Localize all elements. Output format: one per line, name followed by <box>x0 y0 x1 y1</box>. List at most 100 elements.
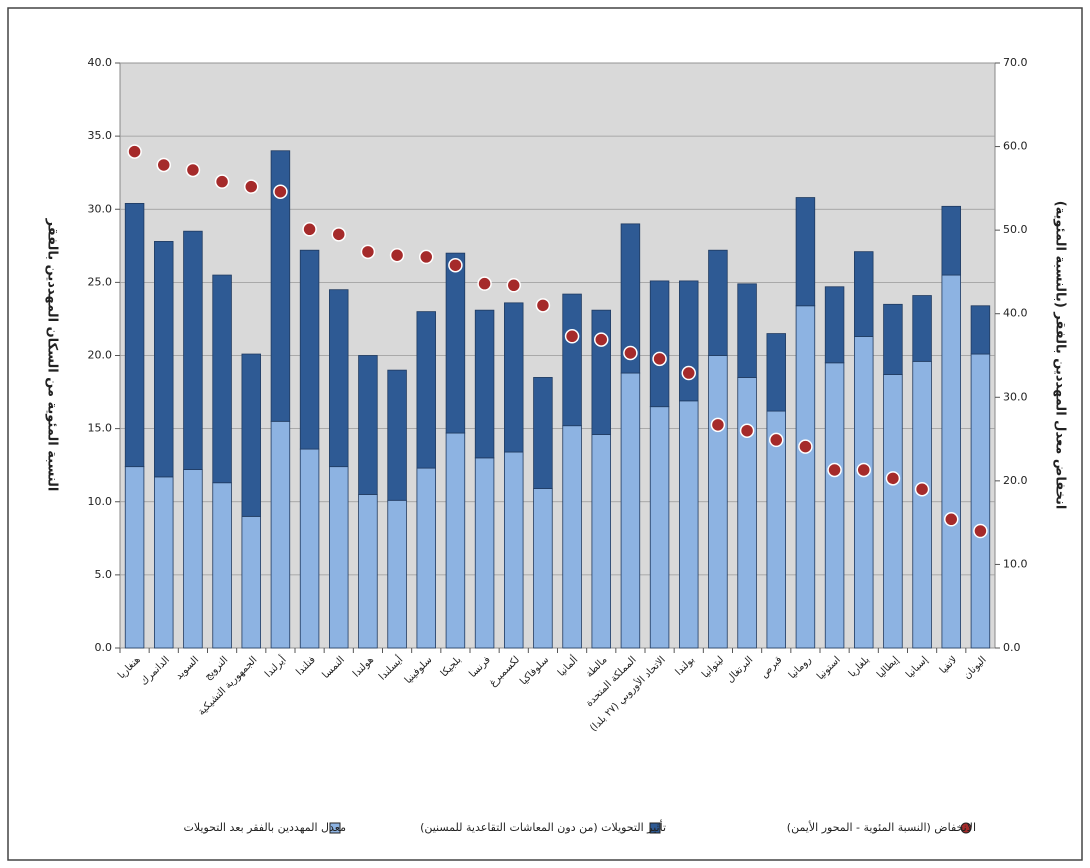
bar <box>183 469 203 649</box>
bar <box>649 280 670 408</box>
y2-tick-label: 10.0 <box>1003 557 1028 570</box>
y-tick-label: 0.0 <box>95 641 113 654</box>
y-tick-label: 20.0 <box>88 349 113 362</box>
legend-label: الانخفاض (النسبة المئوية - المحور الأيمن… <box>787 820 976 834</box>
bar <box>854 251 874 337</box>
bar <box>504 451 524 649</box>
bar <box>533 377 553 489</box>
marker <box>827 462 842 478</box>
marker <box>739 423 755 438</box>
bar <box>270 420 291 649</box>
bar <box>416 311 436 469</box>
y2-tick-label: 40.0 <box>1003 307 1028 320</box>
marker <box>535 298 551 313</box>
marker <box>185 162 201 178</box>
bar <box>445 432 466 649</box>
bar <box>883 374 903 649</box>
marker <box>156 157 171 173</box>
bar <box>387 499 407 649</box>
marker <box>360 244 376 260</box>
marker <box>681 365 696 381</box>
marker <box>477 276 492 291</box>
bar <box>329 466 349 649</box>
marker <box>389 247 405 263</box>
marker <box>244 179 259 194</box>
y2-tick-label: 30.0 <box>1003 390 1028 403</box>
bar <box>941 274 961 649</box>
bar <box>562 425 582 649</box>
bar <box>445 252 466 434</box>
y-tick-label: 10.0 <box>88 495 113 508</box>
legend-swatch <box>329 822 341 834</box>
bar <box>883 303 903 375</box>
bar <box>620 372 641 649</box>
bar <box>649 406 670 649</box>
y-axis-title: النسبة المئوية من السكان المهددين بالفقر <box>45 218 60 492</box>
bar <box>154 476 174 649</box>
bar <box>970 353 991 649</box>
marker <box>331 227 346 242</box>
marker <box>214 174 230 189</box>
marker <box>419 249 434 265</box>
bar <box>766 333 786 412</box>
y2-tick-label: 20.0 <box>1003 474 1028 487</box>
bar <box>124 202 145 468</box>
bar <box>212 274 232 484</box>
legend-swatch <box>649 822 661 834</box>
marker <box>594 332 609 347</box>
marker <box>564 329 580 344</box>
bar <box>970 305 991 355</box>
marker <box>273 184 288 199</box>
bar <box>387 369 407 501</box>
marker <box>914 481 930 497</box>
bar <box>241 353 261 517</box>
bar <box>212 482 232 649</box>
bar <box>737 283 757 378</box>
bar <box>241 515 261 649</box>
marker <box>769 432 784 448</box>
marker <box>302 222 317 237</box>
bar <box>708 249 728 356</box>
legend-label: تأثير التحويلات (من دون المعاشات التقاعد… <box>420 819 666 834</box>
marker <box>652 351 667 367</box>
marker <box>710 417 726 433</box>
y2-tick-label: 70.0 <box>1003 56 1028 69</box>
bar <box>562 293 582 427</box>
bar <box>854 336 874 649</box>
bar <box>824 286 845 364</box>
bar <box>299 448 320 649</box>
bar <box>474 457 495 649</box>
bar <box>329 289 349 468</box>
marker <box>944 512 959 527</box>
bar <box>124 466 145 649</box>
bar <box>358 494 378 649</box>
y-tick-label: 25.0 <box>88 275 113 288</box>
bar <box>591 309 611 435</box>
bar <box>591 434 611 649</box>
bar <box>620 223 641 374</box>
marker <box>973 523 988 539</box>
marker <box>798 439 813 454</box>
bar <box>737 377 757 649</box>
bar <box>912 295 932 362</box>
y-tick-label: 35.0 <box>88 129 113 142</box>
bar <box>679 280 699 402</box>
bar <box>912 360 932 649</box>
bar <box>270 150 291 422</box>
y2-tick-label: 0.0 <box>1003 641 1021 654</box>
bar <box>504 302 524 453</box>
bar <box>474 309 495 459</box>
marker <box>856 462 871 478</box>
marker <box>623 345 638 361</box>
bar <box>533 488 553 649</box>
bar <box>358 355 378 495</box>
legend-swatch <box>960 822 972 834</box>
y-tick-label: 30.0 <box>88 202 113 215</box>
bar <box>154 241 174 478</box>
bar <box>824 362 845 649</box>
bar <box>708 355 728 649</box>
y-tick-label: 15.0 <box>88 422 113 435</box>
bar <box>795 305 816 649</box>
marker <box>127 144 142 159</box>
